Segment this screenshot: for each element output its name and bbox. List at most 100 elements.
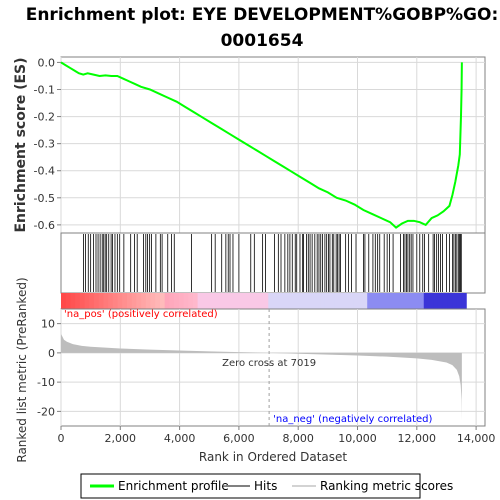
legend-label: Ranking metric scores: [320, 479, 453, 493]
color-bar-segment: [305, 293, 312, 309]
color-bar-segment: [192, 293, 199, 309]
color-bar-segment: [108, 293, 114, 309]
color-bar-segment: [329, 293, 335, 309]
color-bar-segment: [211, 293, 218, 309]
color-bar-segment: [390, 293, 397, 309]
x-tick-label: 4,000: [164, 432, 196, 445]
color-bar-segment: [207, 293, 213, 309]
es-tick-label: -0.6: [34, 219, 55, 232]
hits-panel-frame: [60, 232, 486, 294]
rank-x-ticks: 0 2,000 4,000 6,000 8,000 10,000 12,000 14,000: [58, 426, 495, 445]
es-tick-label: -0.2: [34, 111, 55, 124]
es-tick-label: -0.4: [34, 165, 55, 178]
color-bar-segment: [291, 293, 298, 309]
rank-tick-label: -20: [37, 405, 55, 418]
color-bar-segment: [404, 293, 411, 309]
es-gridlines: [60, 57, 485, 233]
color-bar-segment: [414, 293, 420, 309]
color-bar-segment: [296, 293, 302, 309]
color-bar-segment: [122, 293, 128, 309]
color-bar-segment: [178, 293, 185, 309]
color-bar-segment: [400, 293, 406, 309]
color-bar-segment: [93, 293, 100, 309]
color-bar-segment: [131, 293, 137, 309]
color-bar-segment: [225, 293, 232, 309]
color-bar-segment: [338, 293, 345, 309]
negative-correlation-label: 'na_neg' (negatively correlated): [273, 414, 432, 425]
chart-title-line1: Enrichment plot: EYE DEVELOPMENT%GOBP%GO…: [26, 5, 499, 25]
color-bar-segment: [343, 293, 349, 309]
color-bar-segment: [456, 293, 463, 309]
color-bar-segment: [301, 293, 307, 309]
color-bar-segment: [324, 293, 331, 309]
color-bar-segment: [169, 293, 175, 309]
legend-box: [80, 473, 421, 499]
color-bar-segment: [202, 293, 208, 309]
color-bar-segment: [258, 293, 265, 309]
legend-label: Hits: [254, 479, 277, 493]
color-bar-segment: [386, 293, 392, 309]
color-bar-segment: [126, 293, 133, 309]
es-y-ticks: 0.0 -0.1 -0.2 -0.3 -0.4 -0.5 -0.6: [34, 56, 61, 232]
es-tick-label: -0.5: [34, 192, 55, 205]
color-bar-segment: [452, 293, 458, 309]
color-bar-segment: [141, 293, 147, 309]
color-bar-segment: [240, 293, 246, 309]
zero-cross-label: Zero cross at 7019: [222, 358, 316, 369]
color-bar-segment: [409, 293, 415, 309]
color-bar-segment: [188, 293, 194, 309]
positive-correlation-label: 'na_pos' (positively correlated): [64, 309, 218, 320]
rank-y-axis-label: Ranked list metric (PreRanked): [15, 277, 29, 462]
rank-tick-label: 10: [41, 318, 55, 331]
color-bar-segment: [150, 293, 156, 309]
hits-markers: [83, 234, 462, 292]
color-bar-segment: [367, 293, 373, 309]
color-bar-segment: [362, 293, 368, 309]
color-bar-segment: [98, 293, 104, 309]
color-bar-segment: [244, 293, 251, 309]
color-bar-segment: [197, 293, 203, 309]
color-bar-segment: [376, 293, 382, 309]
color-bar-segment: [371, 293, 378, 309]
color-bar-segment: [230, 293, 236, 309]
color-bar-segment: [447, 293, 453, 309]
color-bar-segment: [287, 293, 293, 309]
color-bar-segment: [437, 293, 444, 309]
x-tick-label: 8,000: [282, 432, 314, 445]
es-tick-label: -0.3: [34, 138, 55, 151]
color-bar-segment: [155, 293, 161, 309]
color-bar-segment: [353, 293, 359, 309]
es-y-axis-label: Enrichment score (ES): [13, 57, 29, 232]
es-panel-frame: [60, 56, 486, 234]
rank-panel-frame: [60, 308, 486, 427]
color-bar-segment: [419, 293, 425, 309]
color-bar-segment: [348, 293, 354, 309]
color-bar-segment: [117, 293, 123, 309]
rank-tick-label: 0: [48, 347, 55, 360]
color-bar-segment: [79, 293, 86, 309]
color-bar-segment: [395, 293, 401, 309]
color-bar-segment: [310, 293, 316, 309]
color-bar-segment: [320, 293, 326, 309]
legend-label: Enrichment profile: [118, 479, 229, 493]
es-tick-label: -0.1: [34, 83, 55, 96]
color-bar-segment: [103, 293, 109, 309]
x-tick-label: 12,000: [398, 432, 437, 445]
x-axis-label: Rank in Ordered Dataset: [199, 450, 347, 464]
color-bar-segment: [334, 293, 340, 309]
color-bar-segment: [357, 293, 364, 309]
color-bar-segment: [65, 293, 72, 309]
x-tick-label: 10,000: [338, 432, 377, 445]
color-bar-segment: [145, 293, 152, 309]
color-bar-segment: [273, 293, 279, 309]
color-bar-segment: [249, 293, 255, 309]
color-bar-segment: [136, 293, 142, 309]
color-bar-segment: [423, 293, 430, 309]
chart-title-line2: 0001654: [221, 31, 304, 51]
legend: Enrichment profile Hits Ranking metric sco…: [90, 479, 453, 493]
color-bar-segment: [75, 293, 81, 309]
color-bar-segment: [263, 293, 269, 309]
color-bar-segment: [221, 293, 227, 309]
color-bar-segment: [442, 293, 448, 309]
